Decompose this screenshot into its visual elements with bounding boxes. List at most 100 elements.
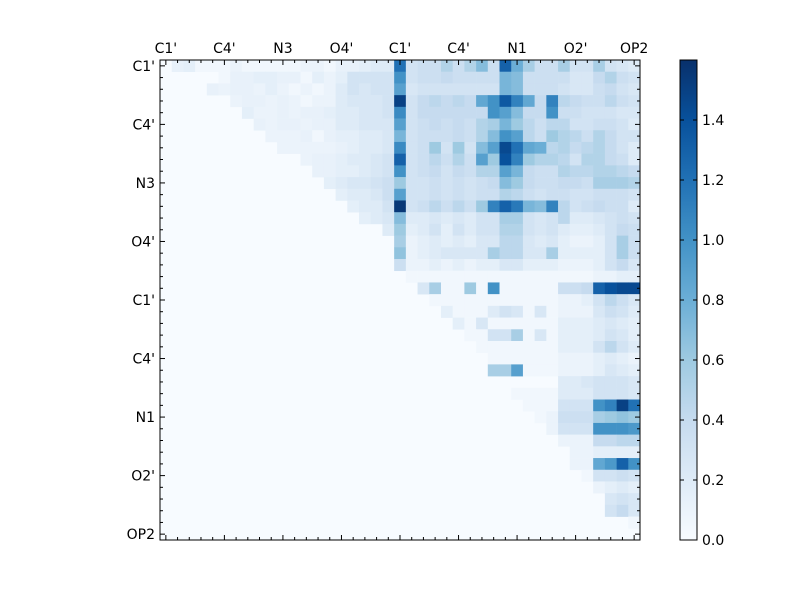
heatmap-cell bbox=[569, 118, 582, 131]
heatmap-cell bbox=[359, 141, 372, 154]
heatmap-cell bbox=[546, 282, 559, 295]
heatmap-cell bbox=[511, 317, 524, 330]
heatmap-cell bbox=[546, 352, 559, 365]
heatmap-cell bbox=[288, 118, 301, 131]
heatmap-cell bbox=[382, 60, 395, 73]
heatmap-cell bbox=[534, 270, 547, 283]
heatmap-cell bbox=[487, 177, 500, 190]
heatmap-cell bbox=[593, 458, 606, 471]
heatmap-cell bbox=[522, 364, 535, 377]
heatmap-cell bbox=[593, 399, 606, 412]
heatmap-cell bbox=[616, 340, 629, 353]
heatmap-cell bbox=[487, 200, 500, 213]
colorbar-tick-label: 1.4 bbox=[702, 113, 724, 129]
heatmap-cell bbox=[534, 399, 547, 412]
heatmap-cell bbox=[312, 118, 325, 131]
heatmap-cell bbox=[546, 317, 559, 330]
heatmap-cell bbox=[265, 118, 278, 131]
heatmap-cell bbox=[558, 399, 571, 412]
heatmap-cell bbox=[312, 83, 325, 96]
heatmap-cell bbox=[511, 329, 524, 342]
heatmap-cell bbox=[616, 399, 629, 412]
heatmap-cell bbox=[405, 141, 418, 154]
heatmap-cell bbox=[452, 223, 465, 236]
heatmap-cell bbox=[382, 130, 395, 143]
heatmap-cell bbox=[335, 165, 348, 178]
heatmap-cell bbox=[581, 317, 594, 330]
heatmap-cell bbox=[312, 141, 325, 154]
heatmap-cell bbox=[335, 106, 348, 119]
heatmap-cell bbox=[546, 294, 559, 307]
heatmap-cell bbox=[487, 259, 500, 272]
heatmap-cell bbox=[464, 83, 477, 96]
heatmap-cell bbox=[499, 106, 512, 119]
heatmap-cell bbox=[558, 200, 571, 213]
heatmap-cell bbox=[558, 340, 571, 353]
heatmap-cell bbox=[476, 329, 489, 342]
heatmap-cell bbox=[300, 130, 313, 143]
heatmap-cell bbox=[195, 60, 208, 73]
heatmap-cell bbox=[628, 212, 641, 225]
heatmap-cell bbox=[429, 83, 442, 96]
heatmap-cell bbox=[499, 153, 512, 166]
heatmap-cell bbox=[347, 200, 360, 213]
heatmap-cell bbox=[452, 282, 465, 295]
heatmap-cell bbox=[546, 165, 559, 178]
heatmap-cell bbox=[359, 212, 372, 225]
heatmap-cell bbox=[440, 259, 453, 272]
heatmap-cell bbox=[616, 493, 629, 506]
heatmap-cell bbox=[604, 364, 617, 377]
heatmap-cell bbox=[300, 106, 313, 119]
heatmap-cell bbox=[440, 106, 453, 119]
heatmap-cell bbox=[546, 259, 559, 272]
heatmap-cell bbox=[499, 352, 512, 365]
heatmap-cell bbox=[499, 329, 512, 342]
heatmap-cell bbox=[417, 165, 430, 178]
heatmap-cell bbox=[604, 200, 617, 213]
heatmap-cell bbox=[347, 130, 360, 143]
heatmap-cell bbox=[429, 71, 442, 84]
heatmap-cell bbox=[616, 259, 629, 272]
heatmap-cell bbox=[546, 247, 559, 260]
heatmap-cell bbox=[522, 282, 535, 295]
heatmap-cell bbox=[476, 282, 489, 295]
heatmap-cell bbox=[499, 247, 512, 260]
heatmap-cell bbox=[558, 212, 571, 225]
heatmap-cell bbox=[558, 141, 571, 154]
heatmap-cell bbox=[511, 118, 524, 131]
heatmap-cell bbox=[616, 329, 629, 342]
heatmap-cell bbox=[464, 188, 477, 201]
heatmap-cell bbox=[487, 270, 500, 283]
heatmap-cell bbox=[230, 95, 243, 108]
heatmap-cell bbox=[499, 95, 512, 108]
heatmap-cell bbox=[628, 141, 641, 154]
heatmap-cell bbox=[370, 71, 383, 84]
heatmap-cell bbox=[522, 106, 535, 119]
heatmap-cell bbox=[440, 83, 453, 96]
heatmap-cell bbox=[546, 223, 559, 236]
heatmap-cell bbox=[593, 153, 606, 166]
heatmap-cell bbox=[581, 434, 594, 447]
heatmap-cell bbox=[265, 130, 278, 143]
heatmap-cell bbox=[546, 364, 559, 377]
heatmap-cell bbox=[476, 200, 489, 213]
heatmap-cell bbox=[265, 95, 278, 108]
heatmap-cell bbox=[604, 329, 617, 342]
y-tick-label: OP2 bbox=[127, 527, 155, 543]
heatmap-cell bbox=[464, 153, 477, 166]
heatmap-cell bbox=[206, 60, 219, 73]
heatmap-cell bbox=[593, 469, 606, 482]
heatmap-cell bbox=[546, 188, 559, 201]
heatmap-cell bbox=[616, 247, 629, 260]
heatmap-cell bbox=[487, 364, 500, 377]
heatmap-cell bbox=[253, 118, 266, 131]
heatmap-cell bbox=[464, 212, 477, 225]
heatmap-cell bbox=[593, 387, 606, 400]
heatmap-cell bbox=[616, 504, 629, 517]
heatmap-cell bbox=[546, 305, 559, 318]
heatmap-cell bbox=[558, 118, 571, 131]
heatmap-cell bbox=[499, 223, 512, 236]
heatmap-cell bbox=[593, 200, 606, 213]
heatmap-cell bbox=[394, 118, 407, 131]
heatmap-cell bbox=[558, 317, 571, 330]
